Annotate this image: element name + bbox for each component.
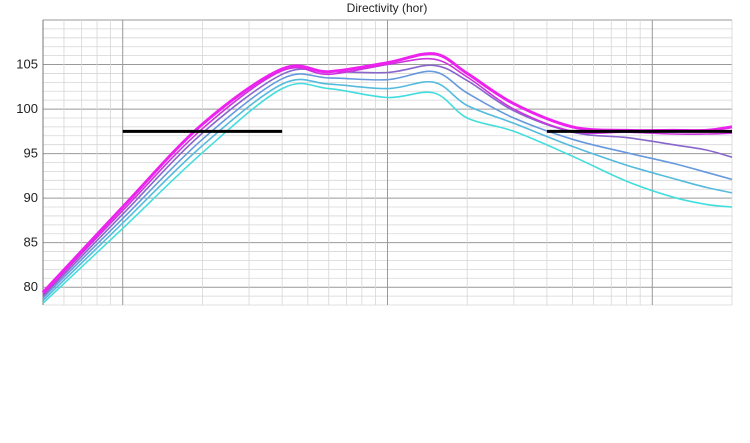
chart-title: Directivity (hor) — [347, 1, 428, 15]
y-tick-label: 85 — [24, 235, 38, 250]
series-line-4 — [42, 78, 733, 302]
grid — [42, 19, 733, 306]
y-tick-label: 95 — [24, 146, 38, 161]
series-line-1 — [42, 57, 733, 295]
series-line-2 — [42, 64, 733, 297]
y-axis-ticks: 80 85 90 95 100 105 — [16, 57, 38, 295]
y-tick-label: 105 — [16, 57, 38, 72]
y-tick-label: 90 — [24, 190, 38, 205]
y-tick-label: 100 — [16, 101, 38, 116]
series-line-3 — [42, 70, 733, 299]
y-tick-label: 80 — [24, 279, 38, 294]
series-line-5 — [42, 82, 733, 304]
